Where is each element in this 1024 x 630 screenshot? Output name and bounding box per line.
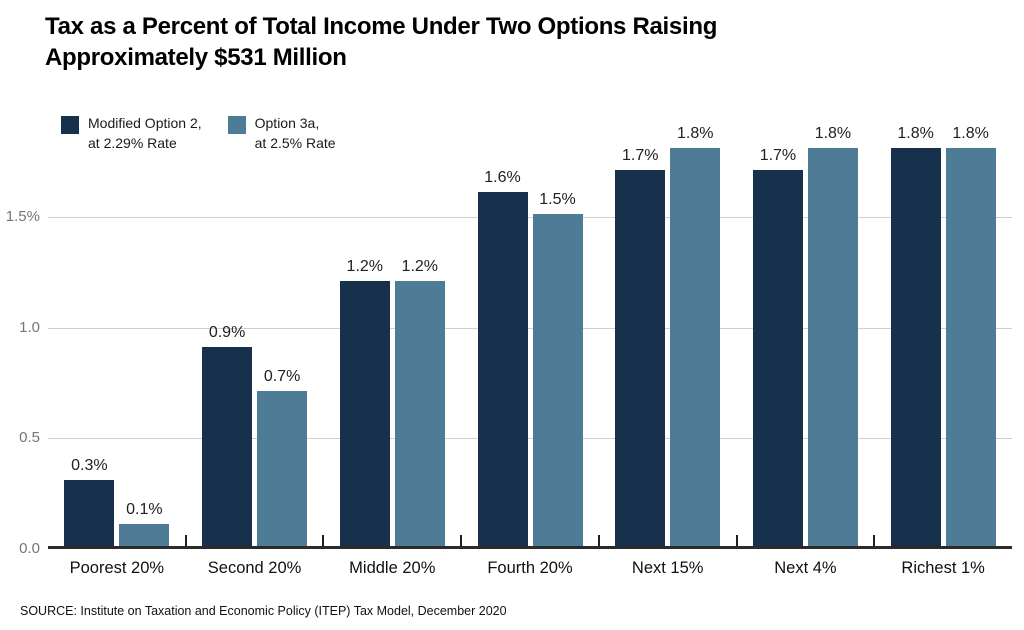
legend-item-modified-option-2: Modified Option 2, at 2.29% Rate [61, 114, 202, 153]
plot-area: 0.3% 0.1% 0.9% 0.7% 1.2% 1.2% 1.6% 1.5% 1.7% 1.8%… [48, 125, 1012, 549]
bar-modified-option-2 [339, 280, 390, 546]
bar-modified-option-2 [890, 148, 941, 546]
axis-boundary-tick [322, 535, 325, 546]
x-axis-labels: Poorest 20% Second 20% Middle 20% Fourth 20… [48, 559, 1012, 581]
bar-modified-option-2 [64, 479, 115, 546]
axis-boundary-tick [460, 535, 463, 546]
axis-boundary-tick [735, 535, 738, 546]
y-tick-label: 1.0 [19, 318, 40, 336]
bar-value-label: 1.8% [952, 125, 989, 143]
axis-boundary-tick [184, 535, 187, 546]
bar-value-label: 1.2% [346, 257, 384, 275]
x-category-label: Middle 20% [349, 559, 436, 577]
bar-option-3a [257, 391, 308, 546]
bar-modified-option-2 [477, 192, 528, 546]
bar-value-label: 1.6% [484, 169, 521, 187]
bar-value-label: 1.2% [401, 257, 439, 275]
x-category-label: Poorest 20% [69, 559, 165, 577]
chart-title: Tax as a Percent of Total Income Under T… [45, 13, 718, 71]
axis-boundary-tick [597, 535, 600, 546]
legend-swatch-series2 [227, 116, 246, 134]
bar-value-label: 1.8% [814, 125, 852, 143]
y-tick-label: 0.5 [19, 429, 40, 447]
bar-value-label: 1.7% [759, 147, 797, 165]
bar-option-3a [394, 280, 445, 546]
bar-value-label: 1.8% [897, 125, 934, 143]
bar-modified-option-2 [615, 170, 666, 546]
grid-line [48, 217, 1012, 219]
source-note: SOURCE: Institute on Taxation and Econom… [20, 604, 507, 618]
bar-value-label: 0.9% [208, 324, 246, 342]
legend-label-series1: Modified Option 2, at 2.29% Rate [88, 115, 202, 151]
bar-modified-option-2 [202, 347, 253, 546]
bar-option-3a [670, 148, 721, 546]
bar-value-label: 1.5% [539, 191, 576, 209]
x-category-label: Next 15% [631, 559, 704, 577]
bar-option-3a [945, 148, 996, 546]
x-category-label: Richest 1% [901, 559, 985, 577]
bar-value-label: 1.8% [676, 125, 714, 143]
x-category-label: Fourth 20% [487, 559, 573, 577]
bar-option-3a [807, 148, 858, 546]
bar-value-label: 1.7% [621, 147, 659, 165]
grid-line [48, 327, 1012, 329]
bar-modified-option-2 [752, 170, 803, 546]
legend-label-series2: Option 3a, at 2.5% Rate [254, 115, 336, 151]
bar-option-3a [119, 523, 170, 546]
bar-option-3a [532, 214, 583, 546]
y-tick-label: 1.5% [5, 208, 40, 226]
x-category-label: Next 4% [774, 559, 837, 577]
bar-value-label: 0.7% [263, 368, 301, 386]
legend: Modified Option 2, at 2.29% Rate Option … [61, 114, 336, 153]
axis-boundary-tick [873, 535, 876, 546]
grid-line [48, 438, 1012, 440]
legend-item-option-3a: Option 3a, at 2.5% Rate [227, 114, 336, 153]
legend-swatch-series1 [61, 116, 79, 134]
y-axis: 0.0 0.5 1.0 1.5% [0, 140, 40, 557]
y-tick-label: 0.0 [19, 540, 40, 557]
x-category-label: Second 20% [207, 559, 302, 577]
bar-value-label: 0.3% [71, 456, 108, 474]
bar-value-label: 0.1% [126, 500, 163, 518]
